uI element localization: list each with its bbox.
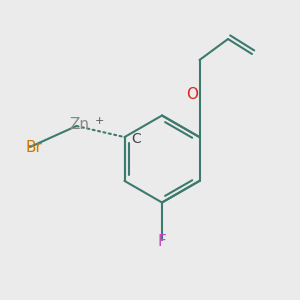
Text: +: + — [94, 116, 104, 126]
Text: Br: Br — [25, 140, 42, 154]
Text: C: C — [131, 132, 141, 145]
Text: O: O — [186, 87, 198, 102]
Text: Zn: Zn — [70, 117, 89, 132]
Text: F: F — [158, 234, 166, 249]
